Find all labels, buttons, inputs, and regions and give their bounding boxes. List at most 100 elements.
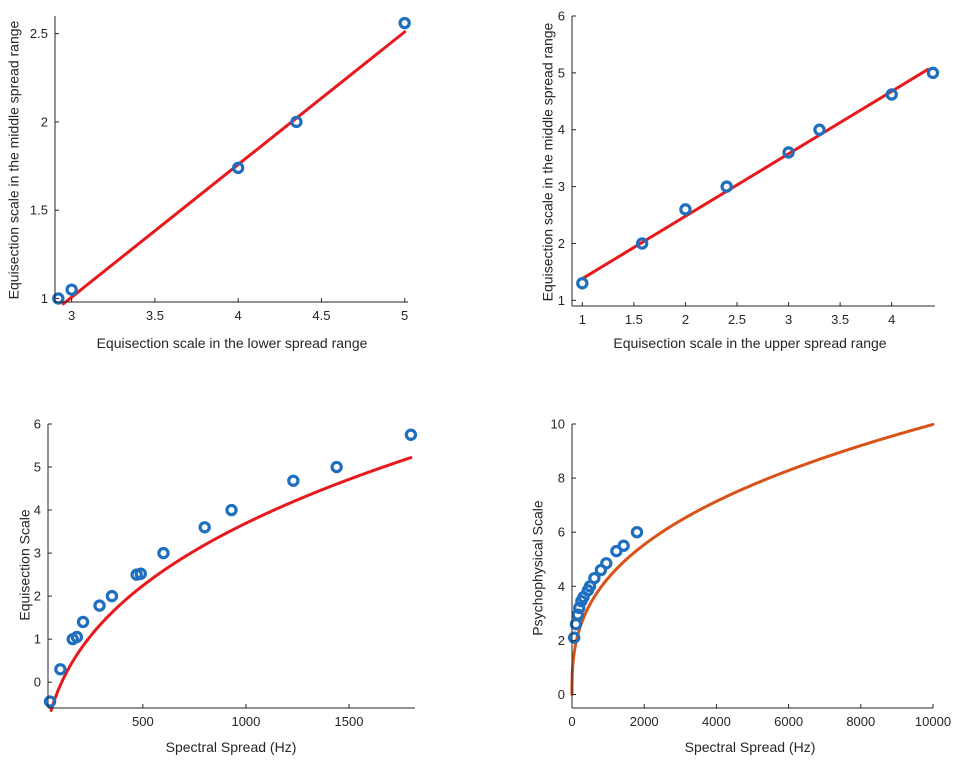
x-tick-label: 3.5	[831, 312, 849, 327]
x-tick-label: 5	[401, 308, 408, 323]
y-tick-label: 6	[34, 417, 41, 432]
axes-group: 1 1.5 2 2.5 3 3.5 4 1 2 3 4 5 6	[558, 9, 935, 327]
data-point	[157, 546, 170, 560]
data-points-group	[52, 16, 411, 305]
fit-line-group	[580, 67, 930, 281]
data-point	[70, 630, 84, 644]
panel-top-left: 3 3.5 4 4.5 5 1 1.5 2 2.5 Equisection scale in t…	[6, 16, 411, 351]
x-tick-label: 0	[568, 714, 575, 729]
x-tick-label: 6000	[774, 714, 803, 729]
data-point	[569, 617, 583, 631]
data-point	[404, 428, 418, 441]
y-tick-label: 5	[558, 65, 565, 80]
y-tick-label: 4	[558, 579, 565, 594]
data-point	[231, 161, 245, 175]
y-tick-label: 1	[558, 293, 565, 308]
y-tick-label: 2	[34, 589, 41, 604]
data-point	[885, 88, 898, 101]
data-point	[567, 631, 581, 644]
x-axis-label: Equisection scale in the lower spread ra…	[97, 335, 368, 351]
data-point	[76, 615, 90, 629]
x-tick-label: 4.5	[312, 308, 330, 323]
y-tick-label: 6	[558, 9, 565, 24]
axes-group: 3 3.5 4 4.5 5 1 1.5 2 2.5	[30, 16, 408, 323]
y-tick-label: 4	[34, 503, 41, 518]
axes-group: 0 2000 4000 6000 8000 10000 0 2 4 6 8 10	[551, 417, 952, 730]
y-axis-label: Equisection Scale	[17, 509, 33, 621]
data-point	[782, 146, 795, 159]
y-tick-label: 8	[558, 471, 565, 486]
data-point	[720, 180, 733, 193]
fit-line-group	[570, 422, 935, 696]
x-tick-label: 1.5	[625, 312, 643, 327]
y-axis-label: Equisection scale in the middle spread r…	[540, 22, 556, 301]
data-point	[617, 539, 630, 552]
x-axis-label: Equisection scale in the upper spread ra…	[613, 335, 886, 351]
data-point	[600, 557, 613, 570]
x-tick-label: 1	[579, 312, 586, 327]
x-tick-label: 10000	[915, 714, 951, 729]
y-tick-label: 1	[34, 632, 41, 647]
x-tick-label: 4000	[702, 714, 731, 729]
data-points-group	[43, 428, 418, 708]
x-tick-label: 2	[682, 312, 689, 327]
y-tick-label: 4	[558, 122, 565, 137]
data-point	[290, 115, 303, 129]
fit-line-group	[49, 456, 413, 712]
data-point	[576, 277, 589, 290]
axes-group: 500 1000 1500 0 1 2 3 4 5 6	[34, 417, 415, 729]
y-tick-label: 5	[34, 460, 41, 475]
y-tick-label: 0	[558, 687, 565, 702]
data-point	[330, 460, 343, 474]
y-tick-label: 0	[34, 675, 41, 690]
y-axis-label: Psychophysical Scale	[530, 500, 546, 636]
x-tick-label: 8000	[846, 714, 875, 729]
x-tick-label: 500	[132, 714, 154, 729]
data-point	[134, 567, 147, 580]
x-tick-label: 2000	[630, 714, 659, 729]
data-point	[65, 283, 78, 296]
fit-curve	[570, 422, 935, 696]
x-axis-label: Spectral Spread (Hz)	[685, 739, 816, 755]
fit-curve	[580, 67, 930, 281]
x-tick-label: 3	[785, 312, 792, 327]
data-point	[93, 599, 106, 612]
data-points-group	[567, 525, 644, 644]
panel-bottom-right: 0 2000 4000 6000 8000 10000 0 2 4 6 8 10 Spectral S…	[530, 417, 951, 756]
y-tick-label: 3	[558, 179, 565, 194]
x-tick-label: 1000	[231, 714, 260, 729]
y-tick-label: 2	[558, 236, 565, 251]
x-tick-label: 1500	[335, 714, 364, 729]
data-point	[588, 571, 601, 585]
y-axis-label: Equisection scale in the middle spread r…	[6, 20, 22, 299]
data-point	[225, 503, 238, 517]
y-tick-label: 2.5	[30, 26, 48, 41]
data-point	[571, 608, 584, 621]
x-tick-label: 4	[235, 308, 242, 323]
x-axis-label: Spectral Spread (Hz)	[166, 739, 297, 755]
x-tick-label: 3.5	[146, 308, 164, 323]
fit-curve	[49, 456, 413, 712]
y-tick-label: 1.5	[30, 203, 48, 218]
x-tick-label: 2.5	[728, 312, 746, 327]
y-tick-label: 2	[41, 114, 48, 129]
data-point	[54, 663, 67, 676]
x-tick-label: 3	[68, 308, 75, 323]
data-point	[926, 66, 940, 80]
data-point	[287, 474, 300, 487]
x-tick-label: 4	[888, 312, 895, 327]
data-point	[52, 292, 65, 305]
data-point	[105, 589, 119, 603]
panel-top-right: 1 1.5 2 2.5 3 3.5 4 1 2 3 4 5 6 Equisection scale in…	[540, 9, 940, 351]
data-point	[813, 123, 826, 136]
data-point	[43, 695, 57, 708]
y-tick-label: 10	[551, 417, 565, 432]
data-point	[679, 203, 692, 216]
y-tick-label: 2	[558, 633, 565, 648]
data-point	[573, 601, 586, 615]
data-point	[198, 521, 211, 534]
y-tick-label: 6	[558, 525, 565, 540]
data-point	[635, 237, 649, 250]
